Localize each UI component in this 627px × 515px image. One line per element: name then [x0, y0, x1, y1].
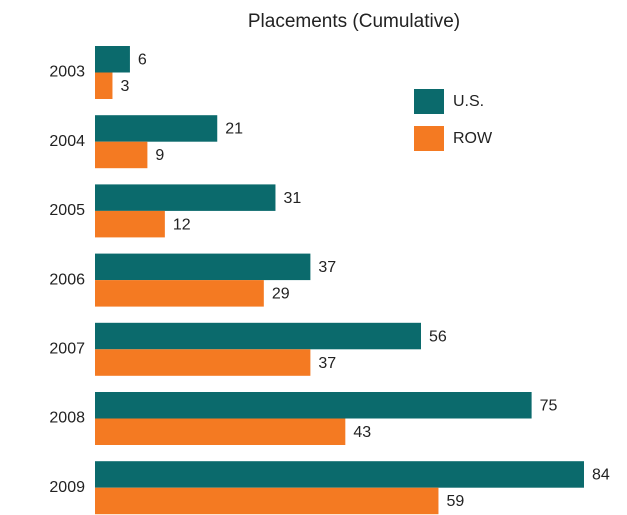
y-tick-label: 2008 [49, 410, 85, 427]
value-label: 12 [173, 216, 191, 233]
y-tick-label: 2003 [49, 64, 85, 81]
y-tick-label: 2007 [49, 341, 85, 358]
bar [95, 461, 584, 488]
value-label: 43 [353, 424, 371, 441]
chart-title: Placements (Cumulative) [248, 11, 460, 32]
y-tick-label: 2006 [49, 271, 85, 288]
bar [95, 184, 276, 211]
legend-label: ROW [453, 130, 493, 147]
value-label: 75 [540, 397, 558, 414]
bar [95, 418, 346, 445]
y-tick-label: 2004 [49, 133, 85, 150]
bar [95, 72, 113, 99]
value-label: 6 [138, 51, 147, 68]
value-label: 59 [446, 493, 464, 510]
legend-label: U.S. [453, 93, 484, 110]
legend-swatch [414, 89, 444, 114]
value-label: 37 [318, 259, 336, 276]
bar [95, 141, 148, 169]
value-label: 31 [283, 190, 301, 207]
value-label: 29 [272, 286, 290, 303]
y-tick-label: 2009 [49, 479, 85, 496]
value-label: 3 [120, 78, 129, 95]
legend-swatch [414, 126, 444, 151]
value-label: 84 [592, 467, 610, 484]
bar [95, 115, 218, 142]
bar [95, 280, 264, 307]
bar [95, 253, 311, 281]
bar [95, 46, 130, 73]
bar [95, 349, 311, 376]
value-label: 37 [318, 355, 336, 372]
value-label: 9 [155, 147, 164, 164]
bar [95, 322, 421, 350]
bar [95, 210, 165, 238]
y-tick-label: 2005 [49, 202, 85, 219]
bar [95, 487, 439, 515]
bar [95, 392, 532, 419]
value-label: 56 [429, 328, 447, 345]
value-label: 21 [225, 121, 243, 138]
